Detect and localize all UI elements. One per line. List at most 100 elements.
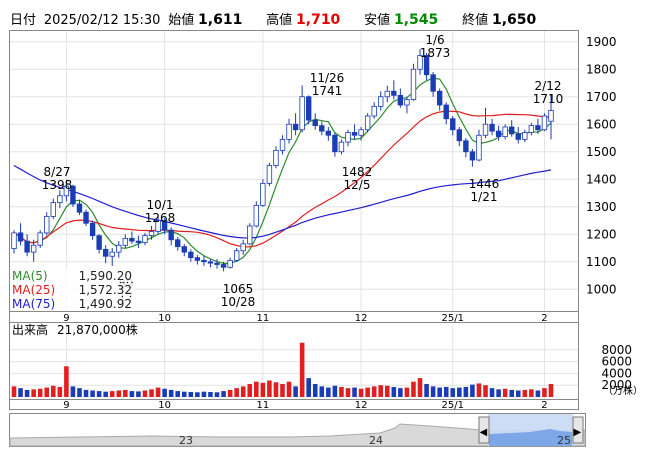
close-label: 終値 <box>462 13 489 28</box>
annotation-date: 10/1 <box>147 198 174 212</box>
volume-bar <box>450 388 456 397</box>
volume-bar <box>326 387 331 397</box>
price-y-tick: 1000 <box>586 282 617 296</box>
candle-body <box>286 123 292 140</box>
annotation-value: 1482 <box>342 165 373 179</box>
legend-bg <box>11 269 133 282</box>
low-value: 1,545 <box>393 12 439 28</box>
candle-body <box>502 126 508 138</box>
datetime-value: 2025/02/12 15:30 <box>43 13 161 28</box>
candle-body <box>168 229 174 241</box>
price-x-axis: 9 10 11 12 25/1 2 <box>63 313 547 324</box>
volume-bar <box>240 386 246 397</box>
price-y-tick: 1700 <box>586 90 617 104</box>
legend-bg <box>11 297 133 310</box>
candle-body <box>489 123 495 132</box>
close-value: 1,650 <box>491 12 537 28</box>
volume-bar <box>90 390 95 397</box>
candle-body <box>384 90 390 98</box>
candle-body <box>207 261 214 264</box>
volume-x-tick: 12 <box>355 400 368 411</box>
candle-body <box>76 203 83 213</box>
price-panel-frame <box>9 30 579 312</box>
annotation-date: 11/26 <box>310 71 345 85</box>
navigator-labels: 23 24 25 <box>179 434 571 447</box>
volume-bar <box>319 386 325 397</box>
candle-body <box>220 264 227 268</box>
volume-bar <box>18 388 23 397</box>
volume-bar <box>535 390 541 397</box>
volume-bar <box>214 392 220 397</box>
candle-body <box>70 185 76 205</box>
volume-bar <box>37 388 43 397</box>
volume-bar <box>509 389 514 397</box>
candle-body <box>430 74 436 92</box>
volume-bar <box>64 366 69 397</box>
volume-bar <box>273 382 279 397</box>
volume-bar <box>299 342 305 397</box>
volume-bar <box>371 386 377 397</box>
volume-bar <box>234 388 239 397</box>
candle-body <box>391 90 397 96</box>
volume-bar <box>332 385 338 397</box>
volume-bar <box>417 378 423 397</box>
annotation-date: 2/12 <box>535 79 562 93</box>
volume-bar <box>96 391 102 397</box>
volume-bar <box>155 387 161 397</box>
volume-bar <box>149 389 154 397</box>
candle-body <box>214 262 220 265</box>
navigator-right-handle[interactable] <box>572 416 584 444</box>
volume-x-tick: 10 <box>158 400 171 411</box>
candle-body <box>292 123 299 131</box>
moving-average-lines <box>13 77 552 264</box>
candle-body <box>175 239 181 248</box>
volume-bar <box>548 384 554 397</box>
candle-body <box>509 126 515 135</box>
navigator-right-arrow[interactable]: ▶ <box>574 427 582 438</box>
volume-bar <box>378 385 384 397</box>
volume-bar <box>339 386 344 397</box>
volume-bar <box>227 389 233 397</box>
candle-body <box>253 204 259 227</box>
candle-body <box>548 110 554 122</box>
price-x-tick: 10 <box>158 313 171 324</box>
high-label: 高値 <box>266 13 293 28</box>
volume-bar <box>404 387 410 397</box>
volume-bar <box>443 386 449 397</box>
candle-body <box>528 125 535 133</box>
candle-body <box>476 134 482 161</box>
volume-bar <box>44 387 50 397</box>
candle-body <box>142 235 148 243</box>
candle-body <box>63 185 70 197</box>
candle-body <box>194 257 201 261</box>
candle-body <box>188 251 194 259</box>
candle-body <box>148 231 155 237</box>
navigator-left-handle[interactable] <box>478 416 490 444</box>
volume-bar <box>502 388 508 397</box>
legend-value: 1,590.20 <box>79 269 132 283</box>
volume-y-tick: 6000 <box>601 355 632 369</box>
volume-bar <box>247 384 253 397</box>
volume-title: 出来高 <box>12 322 48 337</box>
volume-bar <box>260 382 266 397</box>
annotation-value: 1741 <box>312 84 343 98</box>
candle-body <box>24 240 30 253</box>
volume-y-tick: 2000 <box>601 378 632 392</box>
legend-name: MA(5) <box>12 269 48 283</box>
legend-bg <box>11 283 133 296</box>
navigator-left-arrow[interactable]: ◀ <box>480 427 488 438</box>
candle-body <box>11 232 17 249</box>
volume-bar <box>312 384 318 397</box>
volume-bar <box>489 388 495 397</box>
candle-body <box>463 140 469 153</box>
volume-x-tick: 9 <box>63 400 69 411</box>
volume-bar <box>384 385 390 397</box>
volume-bar <box>11 386 17 397</box>
volume-bar <box>57 386 63 397</box>
volume-bar <box>293 386 298 397</box>
volume-bar <box>437 387 442 397</box>
annotation-value: 1398 <box>42 178 73 192</box>
volume-xaxis-band <box>9 399 579 410</box>
